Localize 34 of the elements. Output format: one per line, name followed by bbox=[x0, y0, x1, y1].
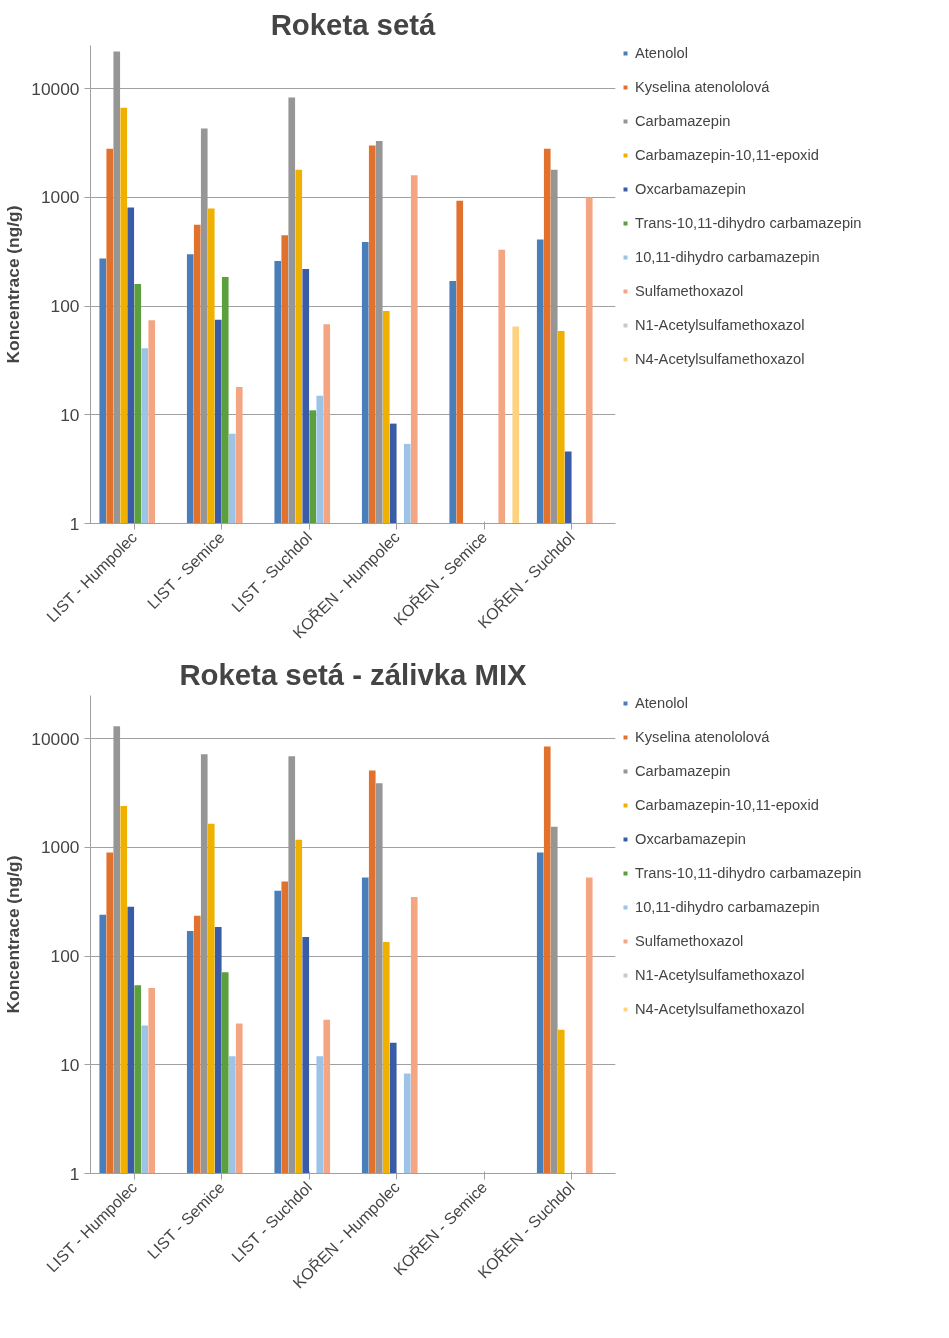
legend-label: 10,11-dihydro carbamazepin bbox=[635, 899, 820, 915]
legend-label: Atenolol bbox=[635, 45, 688, 61]
legend-label: Carbamazepin-10,11-epoxid bbox=[635, 147, 819, 163]
legend-label: Carbamazepin bbox=[635, 763, 731, 779]
legend-label: N4-Acetylsulfamethoxazol bbox=[635, 1001, 805, 1017]
legend-label: 10,11-dihydro carbamazepin bbox=[635, 249, 820, 265]
y-tick-label: 10000 bbox=[31, 78, 80, 99]
legend-label: Carbamazepin bbox=[635, 113, 731, 129]
legend-label: N1-Acetylsulfamethoxazol bbox=[635, 317, 805, 333]
chart-title: Roketa setá bbox=[270, 7, 437, 41]
y-tick-label: 10000 bbox=[31, 728, 80, 749]
legend-label: Kyselina atenololová bbox=[635, 729, 770, 745]
y-tick-label: 100 bbox=[50, 946, 80, 967]
legend-label: Sulfamethoxazol bbox=[635, 283, 744, 299]
legend-label: Trans-10,11-dihydro carbamazepin bbox=[635, 215, 862, 231]
y-tick-label: 10 bbox=[60, 404, 80, 425]
legend-label: Trans-10,11-dihydro carbamazepin bbox=[635, 865, 862, 881]
y-tick-label: 1000 bbox=[40, 187, 80, 208]
y-tick-label: 1000 bbox=[40, 837, 80, 858]
y-axis-title: Koncentrace (ng/g) bbox=[3, 855, 24, 1014]
legend-label: Oxcarbamazepin bbox=[635, 831, 746, 847]
y-tick-label: 1 bbox=[69, 513, 80, 534]
legend-label: Atenolol bbox=[635, 695, 688, 711]
legend-label: Kyselina atenololová bbox=[635, 79, 770, 95]
chart-title: Roketa setá - zálivka MIX bbox=[179, 657, 528, 691]
legend-label: Sulfamethoxazol bbox=[635, 933, 744, 949]
y-axis-title: Koncentrace (ng/g) bbox=[3, 205, 24, 364]
legend-label: Oxcarbamazepin bbox=[635, 181, 746, 197]
y-tick-label: 100 bbox=[50, 296, 80, 317]
legend-label: Carbamazepin-10,11-epoxid bbox=[635, 797, 819, 813]
legend-label: N4-Acetylsulfamethoxazol bbox=[635, 351, 805, 367]
legend-label: N1-Acetylsulfamethoxazol bbox=[635, 967, 805, 983]
y-tick-label: 1 bbox=[69, 1163, 80, 1184]
y-tick-label: 10 bbox=[60, 1054, 80, 1075]
